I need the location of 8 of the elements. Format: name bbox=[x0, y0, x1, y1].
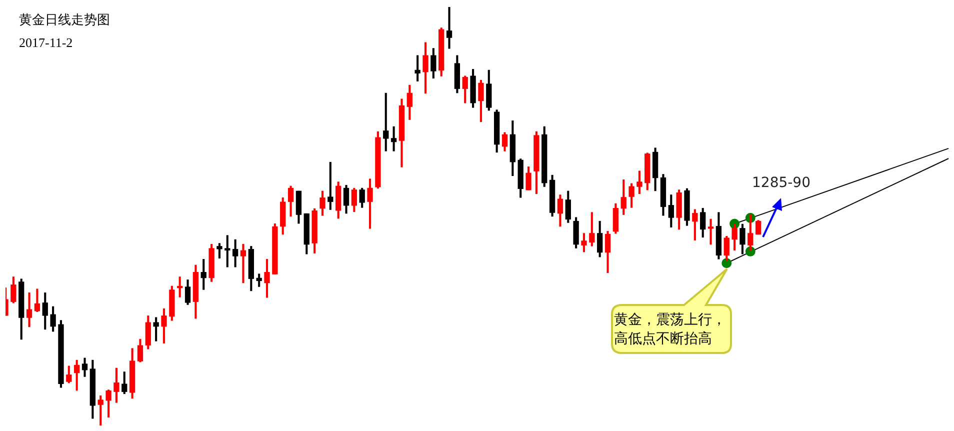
text: 黄金日线走势图 bbox=[19, 12, 110, 29]
candlestick bbox=[708, 218, 714, 245]
annotation: 黄金，震荡上行，高低点不断抬高 bbox=[614, 311, 727, 349]
candlestick bbox=[446, 7, 452, 49]
annotation: 1285-90 bbox=[752, 175, 810, 191]
text: 2017-11-2 bbox=[19, 35, 73, 51]
point bbox=[722, 258, 732, 268]
candlestick bbox=[240, 244, 246, 284]
